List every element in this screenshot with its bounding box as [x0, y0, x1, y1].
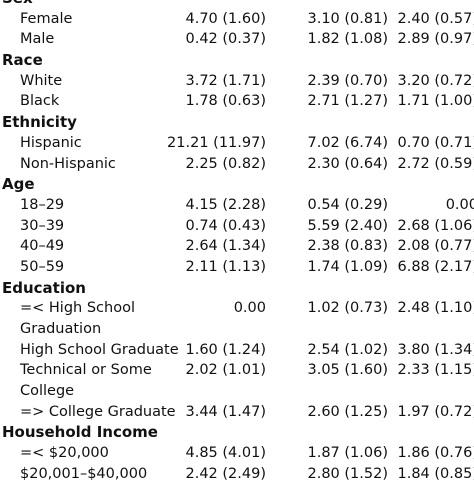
- value-cell: 21.21 (11.97): [167, 133, 266, 154]
- value-cell: 2.80 (1.52): [308, 464, 389, 485]
- row-label: Hispanic: [20, 133, 82, 154]
- value-cell: 0.74 (0.43): [186, 216, 267, 237]
- value-cell: 2.42 (2.49): [186, 464, 267, 485]
- value-cell: 2.89 (0.97): [398, 29, 474, 50]
- row-label: White: [20, 71, 62, 92]
- value-cell: 1.74 (1.09): [308, 257, 389, 278]
- value-cell: 2.60 (1.25): [308, 402, 389, 423]
- table-row: Black 1.78 (0.63) 2.71 (1.27) 1.71 (1.00): [0, 91, 474, 112]
- table-row: Male 0.42 (0.37) 1.82 (1.08) 2.89 (0.97): [0, 29, 474, 50]
- value-cell: 1.84 (0.85): [398, 464, 474, 485]
- value-cell: 2.02 (1.01): [186, 360, 267, 381]
- value-cell: 2.38 (0.83): [308, 236, 389, 257]
- value-cell: 3.72 (1.71): [186, 71, 267, 92]
- value-cell: 2.71 (1.27): [308, 91, 389, 112]
- value-cell: 2.72 (0.59): [398, 154, 474, 175]
- table-row: Female 4.70 (1.60) 3.10 (0.81) 2.40 (0.57): [0, 9, 474, 30]
- row-label: Female: [20, 9, 72, 30]
- value-cell: 2.30 (0.64): [308, 154, 389, 175]
- row-label: 40–49: [20, 236, 64, 257]
- value-cell: 4.15 (2.28): [186, 195, 267, 216]
- table-row: Non-Hispanic 2.25 (0.82) 2.30 (0.64) 2.72 (…: [0, 154, 474, 175]
- row-label: Technical or Some College: [20, 360, 190, 401]
- row-label: 18–29: [20, 195, 64, 216]
- section-heading: Age: [0, 174, 474, 195]
- value-cell: 1.97 (0.72): [398, 402, 474, 423]
- table-row: White 3.72 (1.71) 2.39 (0.70) 3.20 (0.72): [0, 71, 474, 92]
- value-cell: 2.25 (0.82): [186, 154, 267, 175]
- row-label: =< High School Graduation: [20, 298, 190, 339]
- row-label: 30–39: [20, 216, 64, 237]
- value-cell: 1.82 (1.08): [308, 29, 389, 50]
- row-label: 50–59: [20, 257, 64, 278]
- row-label: Non-Hispanic: [20, 154, 116, 175]
- value-cell: 3.20 (0.72): [398, 71, 474, 92]
- table-row: 50–59 2.11 (1.13) 1.74 (1.09) 6.88 (2.17): [0, 257, 474, 278]
- table-row: $20,001–$40,000 2.42 (2.49) 2.80 (1.52) 1.8…: [0, 464, 474, 485]
- value-cell: 7.02 (6.74): [308, 133, 389, 154]
- value-cell: 6.88 (2.17): [398, 257, 474, 278]
- value-cell: 1.71 (1.00): [398, 91, 474, 112]
- value-cell: 0.70 (0.71): [398, 133, 474, 154]
- row-label: Male: [20, 29, 54, 50]
- value-cell: 2.11 (1.13): [186, 257, 267, 278]
- value-cell: 1.78 (0.63): [186, 91, 267, 112]
- value-cell: 2.54 (1.02): [308, 340, 389, 361]
- value-cell: 2.40 (0.57): [398, 9, 474, 30]
- value-cell: 1.87 (1.06): [308, 443, 389, 464]
- table-row: =< High School Graduation 0.00 1.02 (0.73)…: [0, 298, 474, 339]
- value-cell: 4.85 (4.01): [186, 443, 267, 464]
- value-cell: 2.33 (1.15): [398, 360, 474, 381]
- table-row: => College Graduate 3.44 (1.47) 2.60 (1.25…: [0, 402, 474, 423]
- value-cell: 3.44 (1.47): [186, 402, 267, 423]
- table-row: High School Graduate 1.60 (1.24) 2.54 (1.0…: [0, 340, 474, 361]
- table-row: =< $20,000 4.85 (4.01) 1.87 (1.06) 1.86 (0.…: [0, 443, 474, 464]
- value-cell: 0.00: [446, 195, 474, 216]
- value-cell: 3.80 (1.34): [398, 340, 474, 361]
- value-cell: 0.54 (0.29): [308, 195, 389, 216]
- row-label: Black: [20, 91, 59, 112]
- table-row: 18–29 4.15 (2.28) 0.54 (0.29) 0.00: [0, 195, 474, 216]
- row-label: High School Graduate: [20, 340, 179, 361]
- value-cell: 1.60 (1.24): [186, 340, 267, 361]
- value-cell: 1.02 (0.73): [308, 298, 389, 319]
- row-label: => College Graduate: [20, 402, 176, 423]
- value-cell: 2.48 (1.10): [398, 298, 474, 319]
- value-cell: 2.39 (0.70): [308, 71, 389, 92]
- row-label: $20,001–$40,000: [20, 464, 147, 485]
- section-heading: Race: [0, 50, 474, 71]
- section-heading: Ethnicity: [0, 112, 474, 133]
- value-cell: 0.42 (0.37): [186, 29, 267, 50]
- value-cell: 3.05 (1.60): [308, 360, 389, 381]
- table-row: 40–49 2.64 (1.34) 2.38 (0.83) 2.08 (0.77): [0, 236, 474, 257]
- value-cell: 1.86 (0.76): [398, 443, 474, 464]
- value-cell: 2.64 (1.34): [186, 236, 267, 257]
- row-label: =< $20,000: [20, 443, 109, 464]
- value-cell: 2.08 (0.77): [398, 236, 474, 257]
- value-cell: 0.00: [234, 298, 266, 319]
- value-cell: 4.70 (1.60): [186, 9, 267, 30]
- value-cell: 3.10 (0.81): [308, 9, 389, 30]
- value-cell: 5.59 (2.40): [308, 216, 389, 237]
- section-heading: Household Income: [0, 422, 474, 443]
- section-heading: Education: [0, 278, 474, 299]
- table-row: Hispanic 21.21 (11.97) 7.02 (6.74) 0.70 (0.…: [0, 133, 474, 154]
- value-cell: 2.68 (1.06): [398, 216, 474, 237]
- table-row: 30–39 0.74 (0.43) 5.59 (2.40) 2.68 (1.06): [0, 216, 474, 237]
- section-heading: Sex: [0, 0, 474, 9]
